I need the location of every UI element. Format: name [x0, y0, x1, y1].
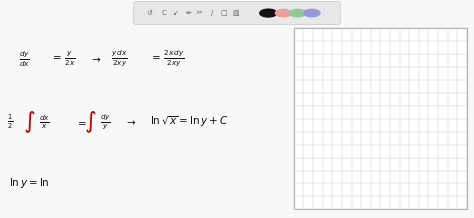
Text: $=\,\frac{2x\,dy}{2xy}$: $=\,\frac{2x\,dy}{2xy}$ — [149, 49, 185, 69]
Circle shape — [260, 9, 277, 17]
Text: □: □ — [220, 10, 227, 16]
Text: $\frac{y\,dx}{2xy}$: $\frac{y\,dx}{2xy}$ — [111, 49, 128, 69]
Text: $\ln y = \ln$: $\ln y = \ln$ — [9, 176, 49, 190]
Text: /: / — [211, 10, 214, 16]
Text: ✏: ✏ — [186, 10, 191, 16]
Text: ↙: ↙ — [173, 10, 179, 16]
Text: $\int$: $\int$ — [23, 109, 35, 135]
Text: $\rightarrow$: $\rightarrow$ — [89, 54, 101, 64]
Text: ↺: ↺ — [146, 10, 152, 16]
Text: $=\,\frac{y}{2x}$: $=\,\frac{y}{2x}$ — [50, 50, 75, 68]
Text: $\int$: $\int$ — [84, 109, 97, 135]
Circle shape — [290, 9, 306, 17]
Circle shape — [304, 9, 320, 17]
Bar — [294, 28, 467, 209]
Text: $=\,$: $=\,$ — [75, 117, 87, 127]
Text: $\ln\sqrt{x} = \ln y + C$: $\ln\sqrt{x} = \ln y + C$ — [150, 115, 228, 129]
Text: $\frac{dy}{dx}$: $\frac{dy}{dx}$ — [19, 49, 30, 69]
Text: $\frac{dx}{x}$: $\frac{dx}{x}$ — [39, 114, 50, 131]
Text: $\frac{1}{2}$: $\frac{1}{2}$ — [7, 113, 13, 131]
Text: $\rightarrow$: $\rightarrow$ — [124, 117, 137, 127]
FancyBboxPatch shape — [134, 2, 340, 25]
Text: $\frac{dy}{y}$: $\frac{dy}{y}$ — [100, 112, 111, 132]
Text: C: C — [161, 10, 166, 16]
Text: ✂: ✂ — [197, 10, 203, 16]
Text: ▨: ▨ — [233, 10, 239, 16]
Circle shape — [275, 9, 292, 17]
